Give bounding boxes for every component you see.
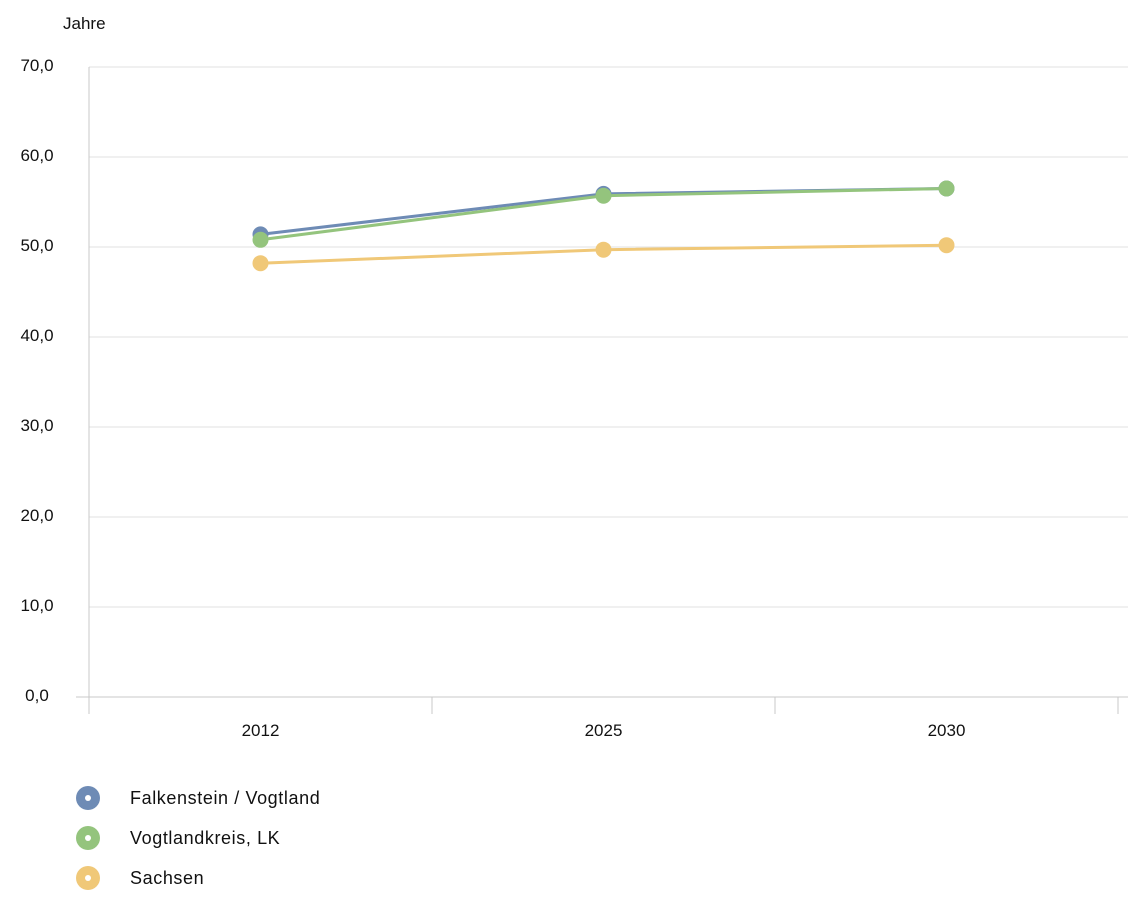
y-tick-label: 60,0 xyxy=(20,146,53,165)
line-chart: Jahre 0,0 10,0 20,0 30,0 40,0 50,0 60,0 70,0 20… xyxy=(20,14,1128,740)
x-tick-label: 2012 xyxy=(242,721,280,740)
data-point[interactable] xyxy=(252,255,269,272)
y-tick-label: 10,0 xyxy=(20,596,53,615)
y-tick-label: 50,0 xyxy=(20,236,53,255)
y-tick-label: 70,0 xyxy=(20,56,53,75)
legend-marker-icon xyxy=(76,786,100,810)
x-tick-labels: 2012 2025 2030 xyxy=(242,721,966,740)
legend-marker-icon xyxy=(76,826,100,850)
x-tick-label: 2025 xyxy=(585,721,623,740)
gridlines xyxy=(89,66,1128,608)
legend-label: Falkenstein / Vogtland xyxy=(130,787,321,808)
y-tick-label: 40,0 xyxy=(20,326,53,345)
data-point[interactable] xyxy=(252,231,269,248)
legend: Falkenstein / Vogtland Vogtlandkreis, LK… xyxy=(76,778,320,898)
x-tick-label: 2030 xyxy=(928,721,966,740)
y-tick-label: 20,0 xyxy=(20,506,53,525)
series-points xyxy=(252,180,955,272)
y-tick-labels: 0,0 10,0 20,0 30,0 40,0 50,0 60,0 70,0 xyxy=(20,56,53,705)
data-point[interactable] xyxy=(595,241,612,258)
data-point[interactable] xyxy=(938,237,955,254)
y-tick-label: 0,0 xyxy=(25,686,49,705)
legend-label: Vogtlandkreis, LK xyxy=(130,827,281,848)
y-axis-unit-label: Jahre xyxy=(63,14,106,33)
data-point[interactable] xyxy=(938,180,955,197)
y-tick-label: 30,0 xyxy=(20,416,53,435)
legend-item-falkenstein[interactable]: Falkenstein / Vogtland xyxy=(76,778,320,818)
legend-item-vogtlandkreis[interactable]: Vogtlandkreis, LK xyxy=(76,818,320,858)
legend-marker-icon xyxy=(76,866,100,890)
legend-label: Sachsen xyxy=(130,867,205,888)
axes xyxy=(76,67,1128,714)
data-point[interactable] xyxy=(595,187,612,204)
legend-item-sachsen[interactable]: Sachsen xyxy=(76,858,320,898)
